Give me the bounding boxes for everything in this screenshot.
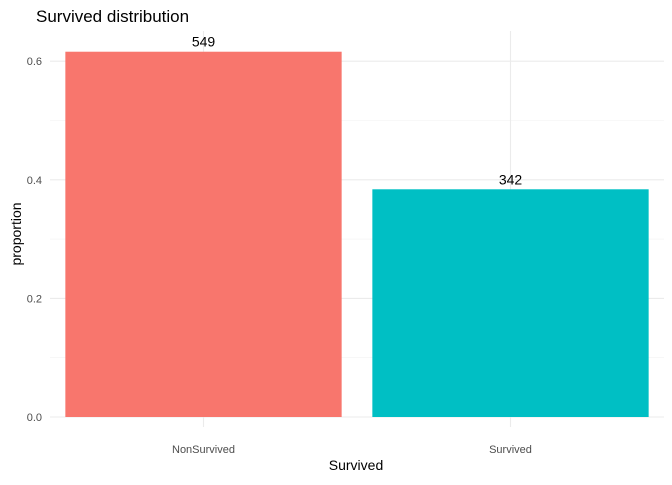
x-tick-label: Survived	[489, 444, 532, 456]
data-label-nonsurvived: 549	[192, 34, 216, 50]
bar-survived	[372, 189, 649, 417]
data-label-survived: 342	[499, 171, 523, 187]
x-axis-title: Survived	[329, 457, 383, 473]
y-tick-label: 0.2	[27, 293, 42, 305]
x-axis-ticks: NonSurvived Survived	[172, 444, 532, 456]
bar-nonsurvived	[65, 51, 342, 417]
y-axis-ticks: 0.0 0.2 0.4 0.6	[27, 56, 42, 424]
y-tick-label: 0.0	[27, 412, 42, 424]
x-tick-label: NonSurvived	[172, 444, 235, 456]
y-tick-label: 0.4	[27, 175, 42, 187]
y-tick-label: 0.6	[27, 56, 42, 68]
y-axis-title: proportion	[8, 202, 24, 265]
data-labels: 549 342	[192, 34, 523, 188]
chart-title: Survived distribution	[36, 7, 189, 26]
bars	[65, 51, 649, 417]
